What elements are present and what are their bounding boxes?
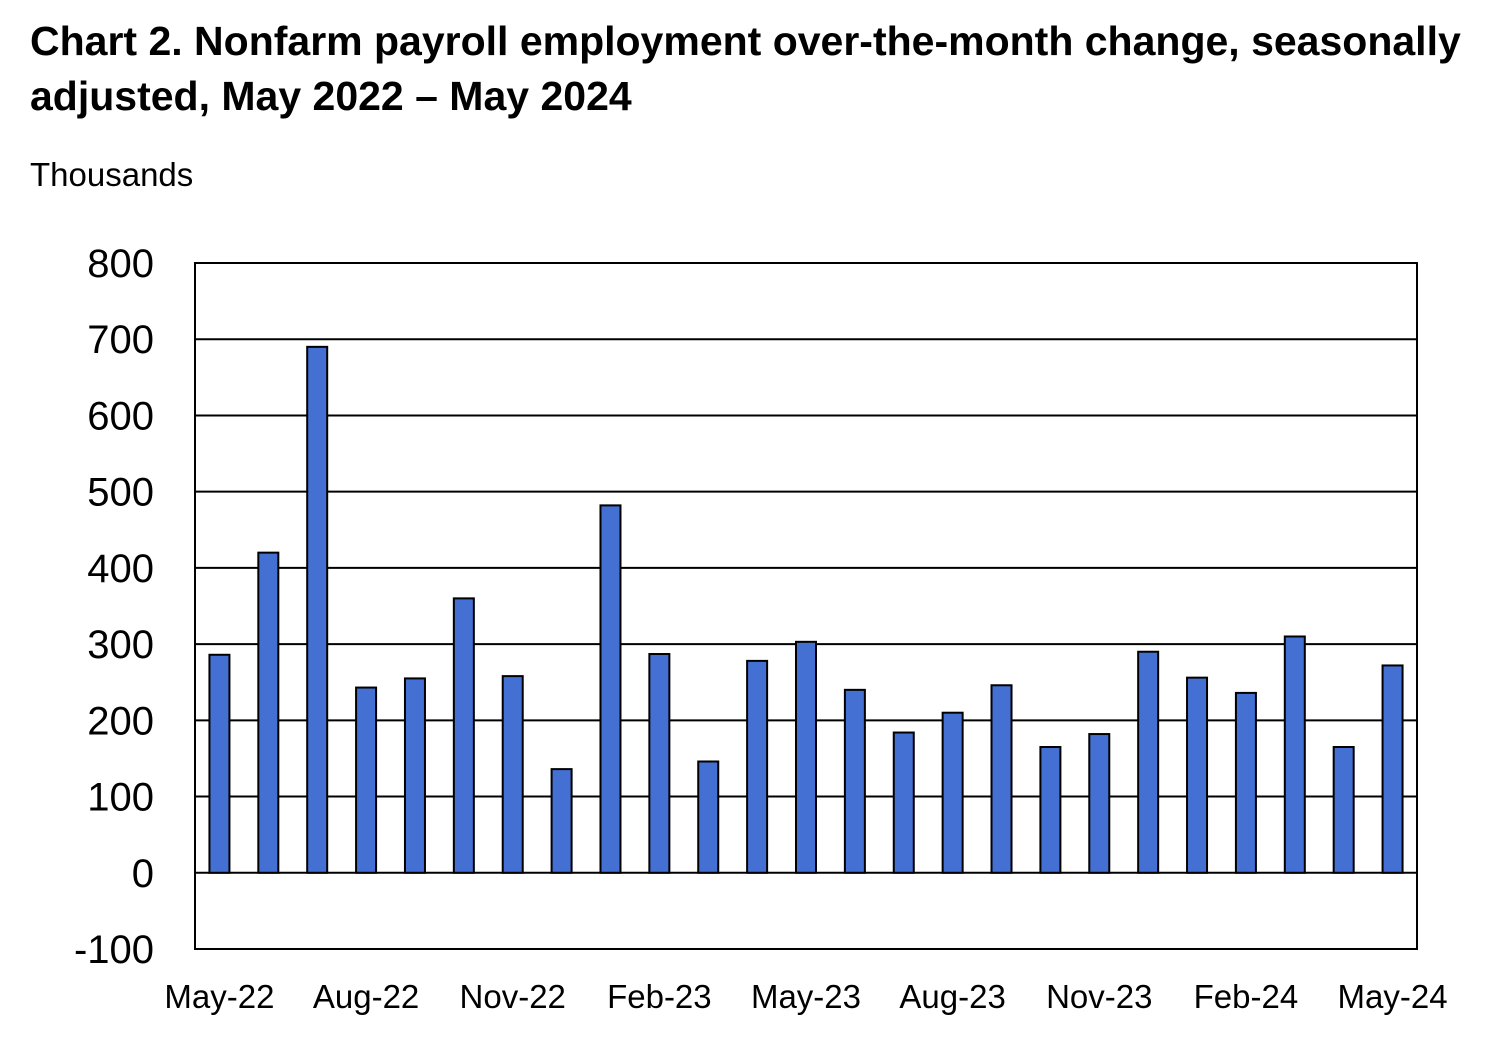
bar — [697, 760, 720, 874]
bar — [208, 653, 231, 874]
x-tick-label: Nov-22 — [460, 978, 566, 1015]
x-tick-label: May-23 — [751, 978, 861, 1015]
bar — [648, 653, 671, 874]
bar — [599, 504, 622, 874]
x-tick-label: Aug-22 — [313, 978, 419, 1015]
x-tick-label: May-22 — [164, 978, 274, 1015]
bar — [746, 659, 769, 874]
bar — [257, 551, 280, 874]
x-axis-ticks: May-22 Aug-22 Nov-22 Feb-23 May-23 Aug-23 Nov-… — [164, 978, 1447, 1015]
y-tick-label: 300 — [87, 623, 154, 667]
bar — [403, 677, 426, 874]
y-axis-ticks: 800 700 600 500 400 300 200 100 0 -100 — [74, 242, 154, 972]
x-tick-label: Nov-23 — [1046, 978, 1152, 1015]
y-tick-label: 200 — [87, 699, 154, 743]
bar — [1186, 676, 1209, 874]
chart-title: Chart 2. Nonfarm payroll employment over… — [30, 18, 1461, 119]
bar — [941, 711, 964, 874]
bar — [1332, 746, 1355, 874]
bar — [1039, 746, 1062, 874]
y-tick-label: 400 — [87, 547, 154, 591]
y-tick-label: -100 — [74, 928, 154, 972]
bar — [355, 686, 378, 874]
bar — [1088, 733, 1111, 874]
y-tick-label: 500 — [87, 471, 154, 515]
bar — [1381, 664, 1404, 874]
x-tick-label: Feb-24 — [1194, 978, 1299, 1015]
bar — [990, 684, 1013, 874]
x-tick-label: Aug-23 — [899, 978, 1005, 1015]
x-tick-label: Feb-23 — [607, 978, 712, 1015]
y-tick-label: 0 — [132, 852, 154, 896]
bar — [550, 768, 573, 874]
bar — [1283, 635, 1306, 874]
y-tick-label: 700 — [87, 318, 154, 362]
bar — [892, 731, 915, 874]
bar — [306, 345, 329, 874]
y-axis-unit-label: Thousands — [30, 156, 194, 193]
bar — [501, 675, 524, 874]
bars — [208, 345, 1404, 874]
bar — [452, 597, 475, 874]
bar — [1137, 650, 1160, 874]
y-tick-label: 800 — [87, 242, 154, 286]
y-tick-label: 100 — [87, 776, 154, 820]
y-tick-label: 600 — [87, 394, 154, 438]
bar — [1234, 691, 1257, 874]
bar — [795, 640, 817, 874]
plot-area-frame — [194, 262, 1418, 950]
bar — [843, 688, 866, 874]
x-tick-label: May-24 — [1338, 978, 1448, 1015]
